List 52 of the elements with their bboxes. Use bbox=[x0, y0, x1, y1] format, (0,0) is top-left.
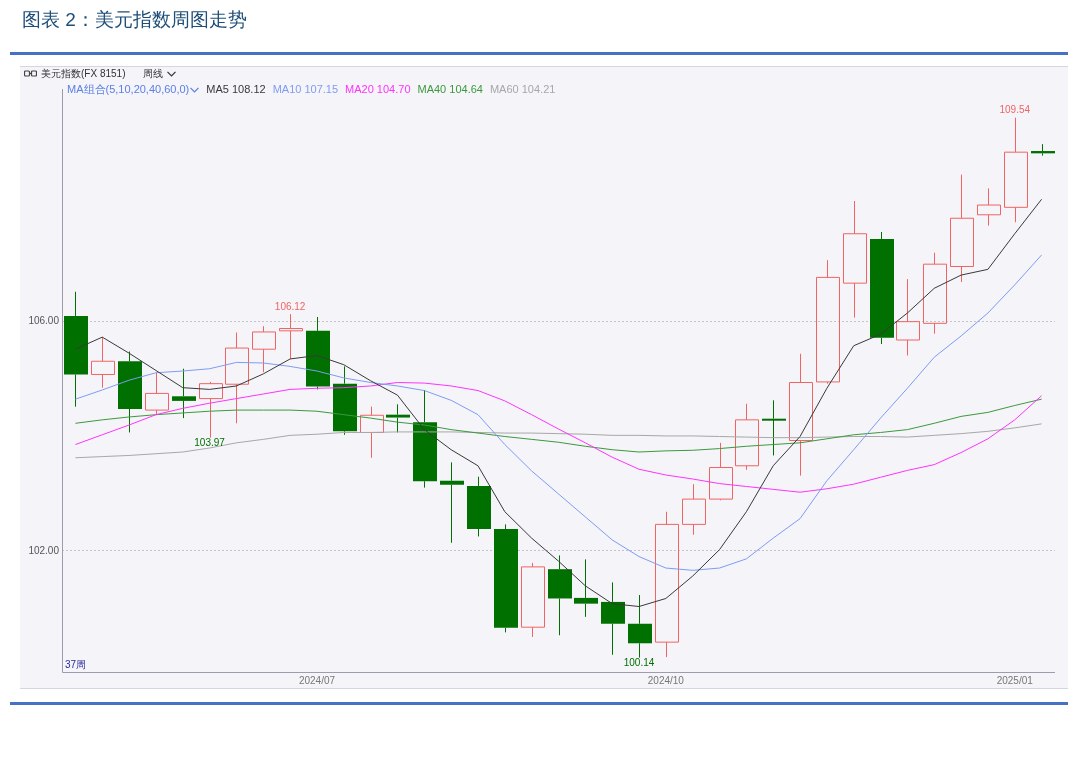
candlestick bbox=[789, 353, 813, 477]
annotation: 109.54 bbox=[999, 104, 1031, 116]
text: MA20 104.70 bbox=[345, 83, 411, 96]
candlestick bbox=[682, 483, 706, 536]
x-tick-label: 2025/01 bbox=[996, 674, 1034, 686]
candlestick bbox=[91, 336, 115, 389]
candlestick bbox=[923, 252, 947, 335]
candlestick bbox=[655, 511, 679, 658]
candlestick bbox=[279, 313, 303, 360]
x-tick-label: 2024/07 bbox=[298, 674, 336, 686]
annotation: 37周 bbox=[65, 658, 87, 670]
candlestick bbox=[816, 259, 840, 385]
candlestick bbox=[628, 594, 652, 659]
candlestick bbox=[386, 403, 410, 433]
candlestick bbox=[252, 325, 276, 373]
text: MA5 108.12 bbox=[206, 83, 266, 96]
candlestick bbox=[762, 399, 786, 456]
candlestick bbox=[494, 523, 518, 633]
text: MA60 104.21 bbox=[489, 83, 556, 96]
candlestick bbox=[709, 442, 733, 500]
candlestick bbox=[172, 368, 196, 419]
text: 周线 bbox=[143, 67, 164, 80]
candlestick bbox=[118, 350, 142, 433]
candlestick bbox=[440, 461, 464, 544]
y-tick-label: 102.00 bbox=[28, 544, 60, 556]
candlestick bbox=[1004, 117, 1028, 223]
candlestick bbox=[870, 231, 894, 345]
legend-title: MA组合(5,10,20,40,60,0) bbox=[67, 83, 190, 96]
candlestick bbox=[950, 174, 974, 283]
candlestick bbox=[225, 332, 249, 424]
candlestick bbox=[64, 291, 88, 408]
candlestick bbox=[467, 476, 491, 537]
text: MA10 107.15 bbox=[272, 83, 339, 96]
x-tick-label: 2024/10 bbox=[647, 674, 685, 686]
candlestick bbox=[413, 389, 437, 489]
annotation: 106.12 bbox=[274, 300, 306, 312]
candlestick bbox=[199, 381, 223, 439]
annotation: 103.97 bbox=[194, 437, 226, 449]
y-tick-label: 106.00 bbox=[28, 314, 60, 326]
text: MA40 104.64 bbox=[417, 83, 483, 96]
candlestick bbox=[574, 558, 598, 618]
candlestick bbox=[333, 365, 357, 436]
chart-title: 图表 2：美元指数周图走势 bbox=[22, 8, 247, 32]
candlestick bbox=[601, 581, 625, 656]
candlestick bbox=[896, 278, 920, 357]
candlestick bbox=[548, 554, 572, 636]
candlestick bbox=[977, 187, 1001, 227]
annotation: 100.14 bbox=[623, 657, 655, 669]
candlestick bbox=[735, 403, 759, 471]
candlestick bbox=[843, 200, 867, 319]
candlestick bbox=[145, 371, 169, 416]
chart-subtitle: 美元指数(FX 8151) bbox=[41, 67, 126, 80]
